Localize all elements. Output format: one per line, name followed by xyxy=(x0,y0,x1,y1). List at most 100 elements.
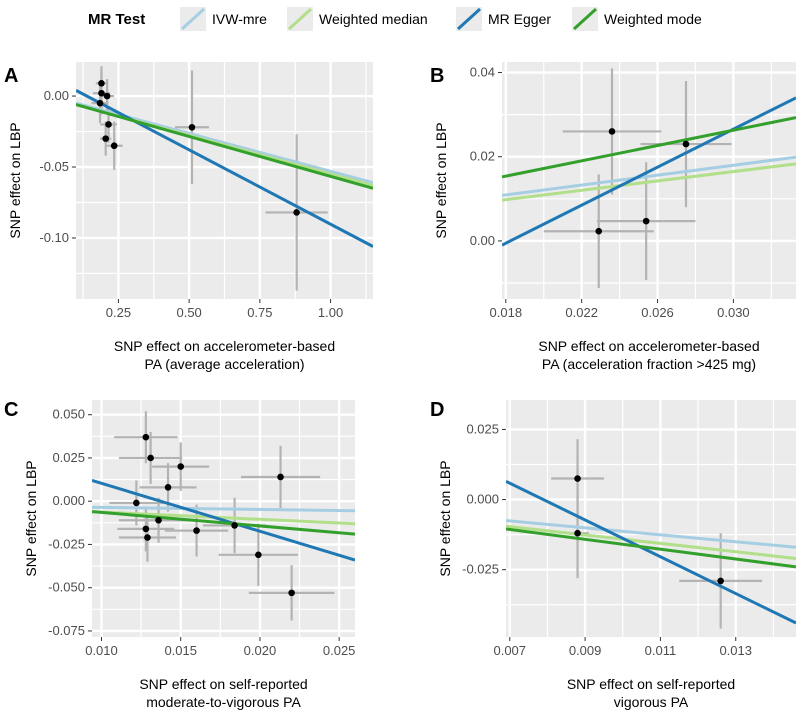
x-tick-label: 0.011 xyxy=(645,643,677,658)
panel-b: B 0.018 0.022 0.026 0.030 0.04 0.02 0.00 SNP eff… xyxy=(430,62,796,372)
y-tick-label: -0.050 xyxy=(48,580,85,595)
x-axis-label-line: SNP effect on accelerometer-based xyxy=(114,338,335,354)
data-point xyxy=(133,499,140,507)
y-axis-label: SNP effect on LBP xyxy=(433,122,449,238)
x-axis-label-line: SNP effect on self-reported xyxy=(567,676,735,692)
x-axis-label-line: moderate-to-vigorous PA xyxy=(146,694,301,710)
data-point xyxy=(147,454,154,462)
line-weighted-mode xyxy=(76,103,373,190)
line-mr-egger xyxy=(506,479,796,625)
x-tick-label: 0.25 xyxy=(106,305,131,320)
legend-swatch-weighted-median xyxy=(287,7,313,31)
line-mr-egger xyxy=(76,89,373,248)
plot-area xyxy=(76,66,373,291)
line-weighted-median xyxy=(506,524,796,560)
x-tick-label: 0.020 xyxy=(244,643,277,658)
x-axis-label: SNP effect on accelerometer-based PA (ave… xyxy=(114,338,335,372)
x-tick-label: 1.00 xyxy=(318,305,343,320)
data-point xyxy=(717,577,724,585)
legend-label-mr-egger: MR Egger xyxy=(488,11,551,27)
data-point xyxy=(105,121,112,128)
data-point xyxy=(98,89,105,97)
panel-c: C 0.010 0.015 0.020 0.025 0.050 0.025 0.000 -0.0… xyxy=(4,399,355,710)
legend-label-weighted-median: Weighted median xyxy=(319,11,428,27)
y-tick-label: -0.10 xyxy=(39,230,69,245)
line-weighted-median xyxy=(76,103,373,187)
y-tick-label: -0.025 xyxy=(462,562,499,577)
plot-background xyxy=(76,62,373,299)
x-tick-label: 0.013 xyxy=(719,643,752,658)
x-axis-label: SNP effect on self-reported moderate-to-v… xyxy=(139,676,307,710)
panel-letter: A xyxy=(4,65,18,87)
legend-label-ivw-mre: IVW-mre xyxy=(212,11,267,27)
data-point xyxy=(277,473,284,481)
data-point xyxy=(103,92,111,100)
line-weighted-mode xyxy=(506,527,796,569)
plot-background xyxy=(502,62,796,299)
line-ivw-mre xyxy=(76,101,373,185)
line-weighted-mode xyxy=(502,116,796,179)
data-point xyxy=(595,227,603,235)
x-axis-label-line: PA (average acceleration) xyxy=(144,356,304,372)
panel-letter: C xyxy=(4,399,18,421)
y-tick-label: 0.000 xyxy=(52,493,85,508)
x-axis-label-line: SNP effect on self-reported xyxy=(139,676,307,692)
y-tick-label: 0.000 xyxy=(466,492,499,507)
panel-d: D 0.007 0.009 0.011 0.013 0.025 0.000 -0.025 SNP… xyxy=(430,399,796,710)
data-point xyxy=(96,99,104,107)
y-tick-label: 0.04 xyxy=(470,65,495,80)
data-point xyxy=(608,128,616,135)
legend-item-ivw-mre: IVW-mre xyxy=(180,7,267,31)
x-tick-label: 0.026 xyxy=(641,305,674,320)
data-point xyxy=(231,522,238,529)
x-tick-label: 0.022 xyxy=(565,305,598,320)
data-point xyxy=(142,433,150,441)
x-tick-label: 0.025 xyxy=(323,643,356,658)
line-mr-egger xyxy=(92,479,355,562)
plot-area xyxy=(506,439,796,629)
data-point xyxy=(164,484,172,491)
x-tick-label: 0.030 xyxy=(717,305,750,320)
x-tick-label: 0.018 xyxy=(490,305,523,320)
legend-title: MR Test xyxy=(88,11,145,28)
y-axis-label: SNP effect on LBP xyxy=(7,122,23,238)
x-axis-label-line: SNP effect on accelerometer-based xyxy=(538,338,759,354)
plot-background xyxy=(506,400,796,637)
data-point xyxy=(142,525,150,533)
data-point xyxy=(193,527,200,534)
x-tick-label: 0.010 xyxy=(85,643,118,658)
legend-label-weighted-mode: Weighted mode xyxy=(604,11,702,27)
y-tick-label: 0.00 xyxy=(44,88,69,103)
data-point xyxy=(574,475,581,482)
y-tick-label: -0.05 xyxy=(39,159,69,174)
line-weighted-mode xyxy=(92,510,355,536)
y-axis-label: SNP effect on LBP xyxy=(23,460,39,576)
legend: MR Test IVW-mre Weighted median MR Egger… xyxy=(88,7,702,31)
x-tick-label: 0.50 xyxy=(176,305,201,320)
legend-item-mr-egger: MR Egger xyxy=(456,7,551,31)
legend-item-weighted-median: Weighted median xyxy=(287,7,428,31)
legend-swatch-mr-egger xyxy=(456,7,482,31)
data-point xyxy=(102,135,109,142)
panel-letter: B xyxy=(430,65,444,87)
data-point xyxy=(155,516,162,524)
y-tick-label: 0.02 xyxy=(470,149,495,164)
line-ivw-mre xyxy=(92,505,355,513)
data-point xyxy=(682,140,690,148)
line-ivw-mre xyxy=(506,519,796,549)
x-axis-label-line: PA (acceleration fraction >425 mg) xyxy=(542,356,756,372)
line-weighted-median xyxy=(92,510,355,526)
data-point xyxy=(110,142,118,150)
plot-area xyxy=(502,68,796,289)
x-tick-label: 0.007 xyxy=(493,643,526,658)
data-point xyxy=(574,529,581,537)
data-point xyxy=(144,534,151,541)
line-weighted-median xyxy=(502,162,796,202)
line-ivw-mre xyxy=(502,155,796,197)
x-axis-label: SNP effect on accelerometer-based PA (acc… xyxy=(538,338,759,372)
x-tick-label: 0.75 xyxy=(247,305,272,320)
data-point xyxy=(288,589,295,597)
data-point xyxy=(177,463,185,470)
plot-area xyxy=(92,411,355,621)
x-axis-label: SNP effect on self-reported vigorous PA xyxy=(567,676,735,710)
